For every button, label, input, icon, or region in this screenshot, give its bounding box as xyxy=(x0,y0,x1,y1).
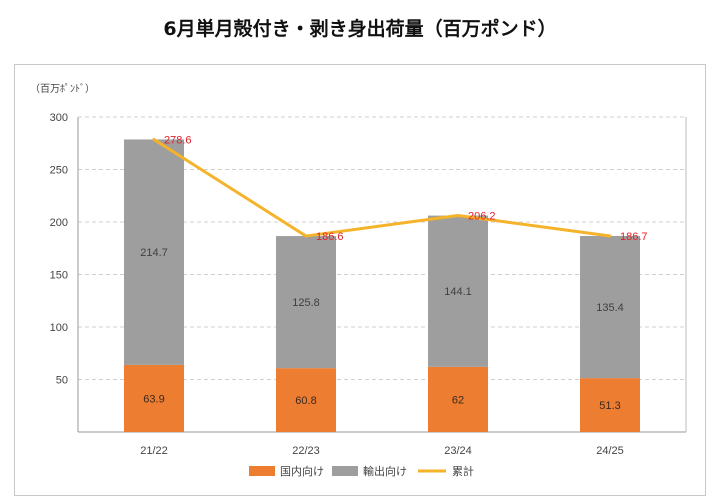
x-tick-labels: 21/22 22/23 23/24 24/25 xyxy=(140,445,624,457)
data-label-export: 125.8 xyxy=(292,297,320,309)
y-tick-label: 250 xyxy=(50,165,68,177)
bars xyxy=(124,139,640,432)
x-tick-label: 22/23 xyxy=(292,445,320,457)
y-tick-label: 100 xyxy=(50,322,68,334)
legend-label-export: 輸出向け xyxy=(363,464,407,478)
data-label-export: 144.1 xyxy=(444,286,472,298)
bar-export xyxy=(124,139,184,365)
bar-domestic xyxy=(580,378,640,432)
total-line-group xyxy=(152,137,612,238)
total-line xyxy=(152,137,612,238)
data-label-total: 186.6 xyxy=(316,231,344,243)
data-label-total: 278.6 xyxy=(164,134,192,146)
legend: 国内向け 輸出向け 累計 xyxy=(249,464,474,478)
y-tick-label: 150 xyxy=(50,270,68,282)
legend-label-domestic: 国内向け xyxy=(280,464,324,478)
x-tick-label: 21/22 xyxy=(140,445,168,457)
data-label-domestic: 62 xyxy=(452,394,464,406)
data-label-export: 214.7 xyxy=(140,247,168,259)
bar-export xyxy=(276,236,336,369)
x-tick-label: 24/25 xyxy=(596,445,624,457)
bar-domestic xyxy=(124,364,184,432)
bar-domestic xyxy=(428,366,488,432)
y-tick-labels: 50 100 150 200 250 300 xyxy=(50,112,68,387)
legend-swatch-domestic xyxy=(249,466,275,476)
data-label-domestic: 51.3 xyxy=(599,400,620,412)
total-labels: 278.6 186.6 206.2 186.7 xyxy=(164,134,648,243)
segment-labels: 63.9 214.7 60.8 125.8 62 144.1 51.3 135.4 xyxy=(140,247,624,412)
data-label-total: 206.2 xyxy=(468,210,496,222)
x-tick-label: 23/24 xyxy=(444,445,472,457)
bar-export xyxy=(428,215,488,367)
bar-domestic xyxy=(276,368,336,432)
y-axis-unit-label: （百万ﾎﾟﾝﾄﾞ） xyxy=(30,83,95,95)
data-label-total: 186.7 xyxy=(620,231,648,243)
chart-frame xyxy=(14,64,706,496)
data-label-domestic: 63.9 xyxy=(143,393,164,405)
bar-export xyxy=(580,235,640,379)
y-tick-label: 200 xyxy=(50,217,68,229)
y-tick-label: 50 xyxy=(56,375,68,387)
chart-title: 6月単月殻付き・剥き身出荷量（百万ポンド） xyxy=(163,18,557,40)
y-tick-label: 300 xyxy=(50,112,68,124)
data-label-domestic: 60.8 xyxy=(295,395,316,407)
data-label-export: 135.4 xyxy=(596,302,624,314)
legend-label-total: 累計 xyxy=(452,464,474,478)
legend-swatch-export xyxy=(332,466,358,476)
